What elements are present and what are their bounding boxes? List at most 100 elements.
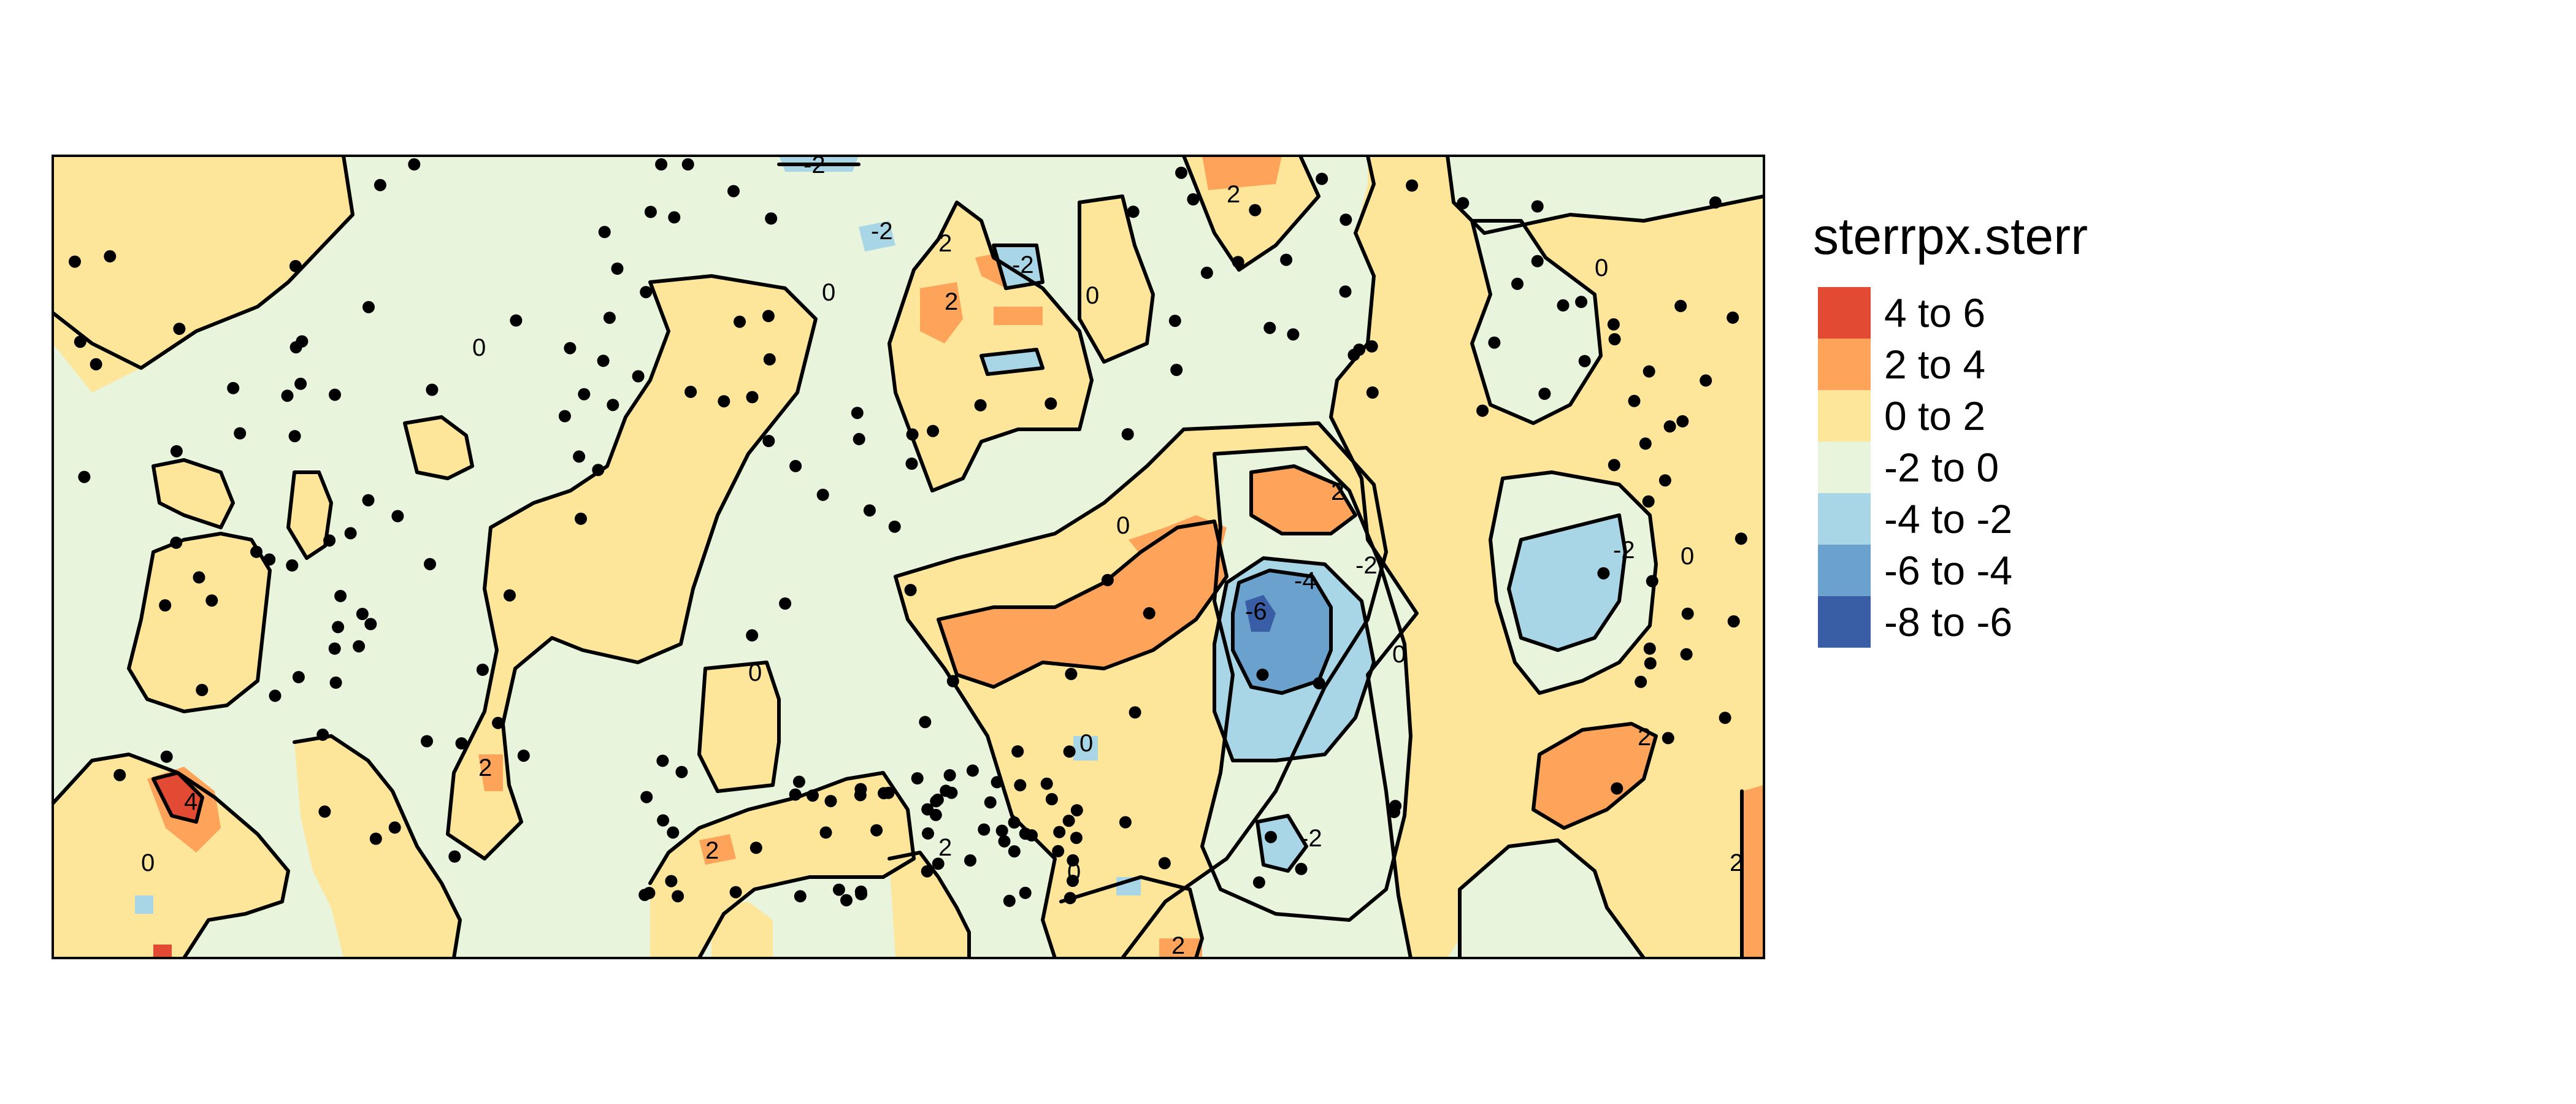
sample-point <box>1025 829 1038 841</box>
sample-point <box>329 388 341 401</box>
sample-point <box>1635 675 1647 688</box>
sample-point <box>1608 459 1620 472</box>
legend-label: -2 to 0 <box>1884 445 1999 490</box>
contour-label-group: -2 0 2 -4 -6 4 -2 0 2 0 2 -2 0 2 -2 0 0 … <box>141 156 1743 959</box>
sample-point <box>1045 397 1057 410</box>
sample-point <box>1476 404 1489 417</box>
contour-label: 0 <box>748 659 762 686</box>
contour-label: 2 <box>478 754 492 781</box>
sample-point <box>1062 815 1075 827</box>
sample-point <box>1003 894 1016 907</box>
legend-label: -4 to -2 <box>1884 496 2012 542</box>
sample-point <box>765 212 778 225</box>
sample-point <box>263 553 276 566</box>
contour-label: 2 <box>1171 932 1185 959</box>
sample-point <box>668 211 681 224</box>
sample-point <box>762 435 775 447</box>
contour-label: -2 <box>1355 552 1378 579</box>
fill-minus6-to-minus4-regions <box>1233 570 1331 693</box>
sample-point <box>1063 745 1076 758</box>
contour-label: 2 <box>705 837 719 864</box>
region-top-left <box>53 156 353 393</box>
legend-label: 0 to 2 <box>1884 393 1985 439</box>
sample-point <box>1052 845 1065 857</box>
sample-point <box>564 342 577 355</box>
sample-point <box>1067 854 1079 867</box>
sample-point <box>966 764 979 777</box>
sample-point <box>1538 388 1551 400</box>
sample-point <box>288 430 301 443</box>
sample-point <box>1680 648 1693 661</box>
sample-point <box>78 470 91 483</box>
sample-point <box>1366 386 1379 399</box>
sample-point <box>1646 575 1658 588</box>
sample-point <box>281 389 294 402</box>
sample-point <box>1643 365 1655 378</box>
sample-point <box>448 850 461 863</box>
map-frame <box>52 155 1765 959</box>
sample-point <box>1008 816 1021 829</box>
sample-point <box>998 835 1011 848</box>
sample-point <box>598 226 611 239</box>
sample-point <box>943 769 956 781</box>
contour-label: 0 <box>1392 641 1406 668</box>
sample-point <box>1008 845 1021 858</box>
sample-point <box>1676 415 1689 427</box>
sample-point <box>824 795 837 808</box>
sample-point <box>792 775 805 788</box>
sample-point <box>603 312 616 324</box>
sample-point <box>289 259 302 272</box>
contour-label: 2 <box>945 288 958 315</box>
legend-label: -6 to -4 <box>1884 548 2012 593</box>
contour-label: 0 <box>472 334 486 361</box>
sample-points <box>69 158 1747 907</box>
sample-point <box>316 728 329 741</box>
legend-label: 2 to 4 <box>1884 342 1985 387</box>
sample-point <box>374 178 386 191</box>
sample-point <box>90 358 102 370</box>
sample-point <box>762 310 775 323</box>
sample-point <box>718 395 730 408</box>
sample-point <box>665 875 678 887</box>
sample-point <box>170 536 183 549</box>
sample-point <box>1070 832 1083 845</box>
sample-point <box>476 664 489 676</box>
sample-point <box>1340 213 1352 226</box>
sample-point <box>1644 657 1657 670</box>
sample-point <box>575 512 587 525</box>
contour-label: 0 <box>1086 282 1099 309</box>
contour-label: 0 <box>822 279 835 306</box>
sample-point <box>517 749 530 762</box>
sample-point <box>294 377 307 390</box>
sample-point <box>882 786 895 799</box>
sample-point <box>1200 266 1213 279</box>
sample-point <box>289 341 302 354</box>
sample-point <box>1121 428 1134 440</box>
contour-label: 2 <box>938 834 952 861</box>
legend-swatch <box>1818 339 1871 390</box>
sample-point <box>1158 857 1171 870</box>
sample-point <box>328 642 341 655</box>
sample-point <box>643 887 656 899</box>
sample-point <box>964 854 976 867</box>
sample-point <box>681 158 694 171</box>
sample-point <box>113 769 126 781</box>
sample-point <box>1557 299 1570 312</box>
sample-point <box>611 263 624 275</box>
sample-point <box>746 391 759 404</box>
sample-point <box>940 784 953 797</box>
sample-point <box>408 158 421 171</box>
sample-point <box>170 445 183 458</box>
contour-label: -6 <box>1245 598 1267 625</box>
sample-point <box>1365 340 1378 353</box>
sample-point <box>364 618 377 631</box>
sample-point <box>734 315 746 328</box>
map-panel: -2 0 2 -4 -6 4 -2 0 2 0 2 -2 0 2 -2 0 0 … <box>53 156 1764 959</box>
sample-point <box>1295 862 1308 875</box>
sample-point <box>1339 285 1352 298</box>
sample-point <box>1639 437 1652 450</box>
sample-point <box>1065 667 1078 680</box>
sample-point <box>1608 333 1621 346</box>
sample-point <box>906 428 919 441</box>
contour-label: 0 <box>141 849 155 876</box>
